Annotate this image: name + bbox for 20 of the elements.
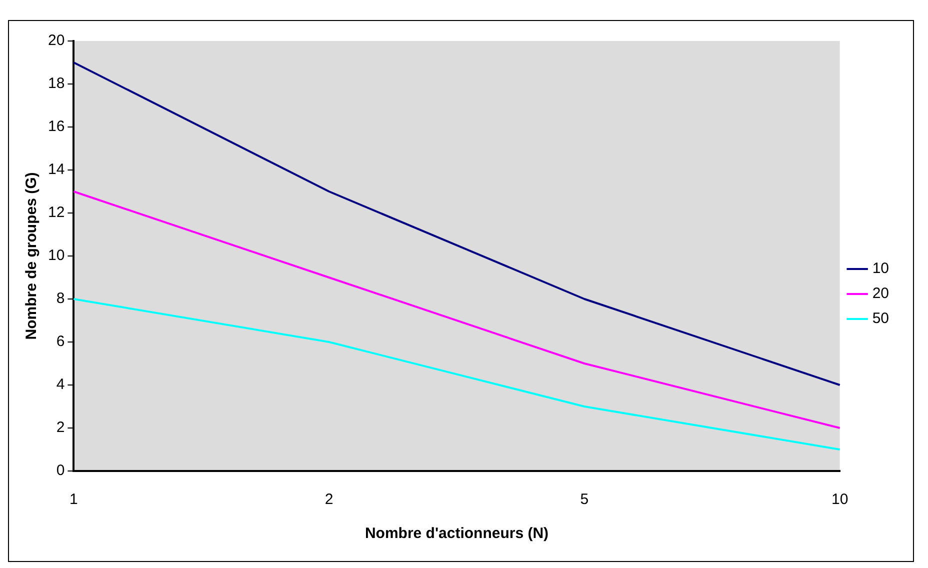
y-tick-label: 18 xyxy=(48,75,65,92)
x-tick-label: 10 xyxy=(831,491,848,508)
y-tick-label: 4 xyxy=(56,376,65,394)
x-tick-label: 2 xyxy=(324,491,334,508)
y-tick-label: 8 xyxy=(56,290,65,308)
legend-label: 20 xyxy=(872,285,890,302)
y-tick-label: 20 xyxy=(48,32,65,50)
y-axis-title: Nombre de groupes (G) xyxy=(23,172,40,340)
legend-label: 10 xyxy=(872,260,890,278)
y-tick-label: 10 xyxy=(48,247,65,264)
y-tick-label: 6 xyxy=(56,333,65,350)
y-tick-label: 14 xyxy=(48,161,65,178)
x-tick-label: 1 xyxy=(70,491,78,508)
x-axis-title: Nombre d'actionneurs (N) xyxy=(364,525,549,542)
legend-label: 50 xyxy=(872,310,890,328)
x-tick-label: 5 xyxy=(580,491,589,508)
y-tick-label: 2 xyxy=(56,419,65,436)
y-tick-label: 12 xyxy=(48,204,65,222)
y-tick-label: 0 xyxy=(56,462,65,480)
y-tick-label: 16 xyxy=(48,118,65,136)
